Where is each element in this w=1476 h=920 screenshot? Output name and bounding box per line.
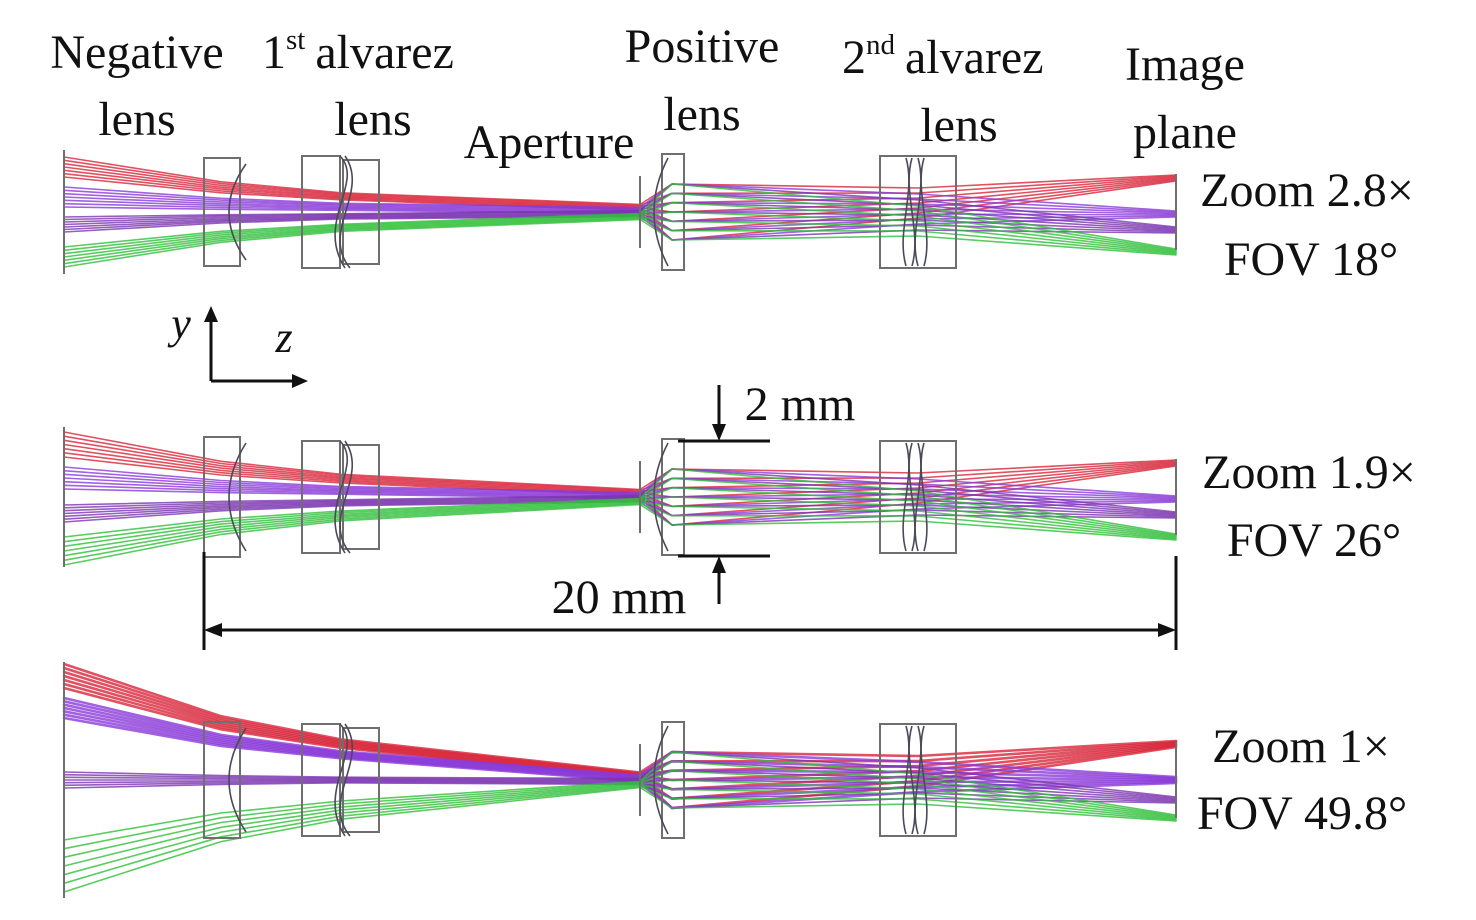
label-image-plane-line2: plane — [1133, 106, 1237, 159]
negative-lens-surface — [228, 442, 247, 552]
negative-lens-surface — [228, 727, 247, 833]
first-alvarez-word: alvarez — [315, 26, 454, 79]
label-negative-lens: Negative lens — [50, 26, 223, 146]
first-alvarez-freeform-surface — [339, 440, 354, 554]
second-alvarez-housing — [879, 155, 957, 269]
first-alvarez-plate-a — [301, 440, 341, 554]
positive-lens-surface — [653, 442, 669, 552]
second-alvarez-housing — [879, 723, 957, 837]
label-second-alvarez-line2: lens — [920, 99, 997, 152]
second-alvarez-freeform-surface — [908, 725, 916, 835]
length-right-arrowhead — [1158, 623, 1176, 637]
second-alvarez-freeform-surface — [902, 157, 910, 267]
y-axis-arrowhead — [204, 306, 218, 322]
fov-label-row3: FOV 49.8° — [1197, 787, 1407, 840]
first-alvarez-plate-b — [342, 727, 380, 833]
label-positive-lens-line2: lens — [663, 88, 740, 141]
fov-label-row1: FOV 18° — [1224, 233, 1398, 286]
first-alvarez-freeform-surface — [334, 440, 349, 554]
second-alvarez-freeform-surface — [914, 442, 922, 552]
negative-lens-element — [203, 157, 241, 267]
zoom-label-row2: Zoom 1.9× — [1202, 446, 1416, 499]
first-alvarez-freeform-surface — [334, 723, 349, 837]
first-alvarez-superscript: st — [286, 24, 305, 56]
length-dimension: 20 mm — [202, 552, 1178, 650]
label-first-alvarez-lens: 1st alvarez lens — [262, 24, 454, 146]
total-length-label: 20 mm — [552, 571, 687, 624]
label-first-alvarez-line2: lens — [334, 93, 411, 146]
optical-system-row-1 — [63, 150, 1177, 274]
ray — [62, 662, 1178, 774]
second-alvarez-freeform-surface — [920, 442, 928, 552]
aperture-top-arrowhead — [712, 424, 726, 441]
second-alvarez-housing — [879, 440, 957, 554]
second-alvarez-word: alvarez — [905, 31, 1044, 84]
second-alvarez-freeform-surface — [914, 725, 922, 835]
negative-lens-surface — [228, 163, 247, 261]
first-alvarez-number: 1 — [262, 26, 286, 79]
label-second-alvarez-line1: 2nd alvarez — [842, 29, 1044, 84]
second-alvarez-freeform-surface — [908, 442, 916, 552]
aperture-bottom-arrowhead — [712, 556, 726, 573]
first-alvarez-plate-a — [301, 155, 341, 269]
y-axis-label: y — [167, 299, 191, 348]
aperture-dimension: 2 mm — [678, 378, 855, 604]
optical-systems — [62, 150, 1178, 898]
positive-lens-element — [661, 153, 685, 271]
first-alvarez-freeform-surface — [339, 155, 354, 269]
optical-system-row-2 — [63, 427, 1177, 567]
zoom-label-row3: Zoom 1× — [1212, 720, 1390, 773]
negative-lens-element — [203, 721, 241, 839]
second-alvarez-freeform-surface — [908, 157, 916, 267]
positive-lens-element — [661, 438, 685, 556]
label-second-alvarez-lens: 2nd alvarez lens — [842, 29, 1044, 152]
second-alvarez-freeform-surface — [902, 725, 910, 835]
second-alvarez-freeform-surface — [914, 157, 922, 267]
second-alvarez-number: 2 — [842, 31, 866, 84]
negative-lens-element — [203, 436, 241, 558]
positive-lens-element — [661, 721, 685, 839]
second-alvarez-freeform-surface — [920, 725, 928, 835]
config-labels: Zoom 2.8× FOV 18° Zoom 1.9× FOV 26° Zoom… — [1197, 164, 1416, 840]
second-alvarez-superscript: nd — [866, 29, 896, 61]
zoom-label-row1: Zoom 2.8× — [1200, 164, 1414, 217]
first-alvarez-plate-b — [342, 159, 380, 265]
first-alvarez-freeform-surface — [339, 723, 354, 837]
positive-lens-surface — [653, 157, 669, 267]
label-image-plane: Image plane — [1125, 38, 1245, 159]
first-alvarez-plate-b — [342, 444, 380, 550]
label-aperture: Aperture — [464, 116, 635, 169]
length-left-arrowhead — [204, 623, 222, 637]
label-negative-lens-line2: lens — [98, 93, 175, 146]
label-image-plane-line1: Image — [1125, 38, 1245, 91]
optical-system-row-3 — [62, 662, 1178, 898]
aperture-height-label: 2 mm — [745, 378, 856, 431]
coordinate-axes: y z — [167, 299, 308, 388]
label-negative-lens-line1: Negative — [50, 26, 223, 79]
label-positive-lens-line1: Positive — [625, 20, 780, 73]
z-axis-arrowhead — [292, 374, 308, 388]
first-alvarez-plate-a — [301, 723, 341, 837]
fov-label-row2: FOV 26° — [1227, 514, 1401, 567]
first-alvarez-freeform-surface — [334, 155, 349, 269]
label-positive-lens: Positive lens — [625, 20, 780, 141]
z-axis-label: z — [274, 313, 292, 362]
positive-lens-surface — [653, 725, 669, 835]
label-first-alvarez-line1: 1st alvarez — [262, 24, 454, 79]
second-alvarez-freeform-surface — [902, 442, 910, 552]
second-alvarez-freeform-surface — [920, 157, 928, 267]
ray — [63, 785, 1177, 885]
